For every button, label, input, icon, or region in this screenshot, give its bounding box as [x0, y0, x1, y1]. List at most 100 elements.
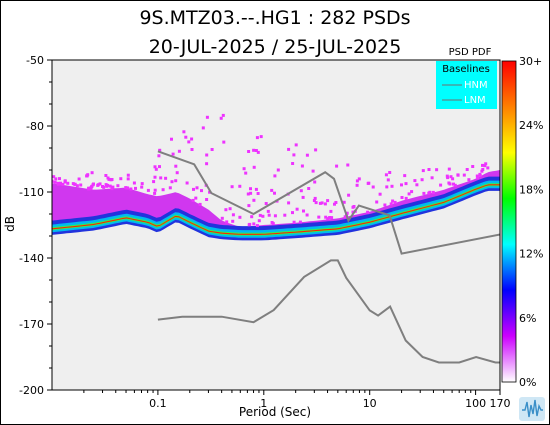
outlier-dot: [326, 217, 330, 221]
outlier-dot: [231, 213, 235, 217]
outlier-dot: [119, 177, 123, 181]
outlier-dot: [400, 196, 404, 199]
plot-frame: [51, 59, 501, 391]
outlier-dot: [247, 204, 251, 208]
outlier-dot: [317, 215, 321, 219]
x-tick-label: 100: [465, 397, 486, 410]
outlier-dot: [58, 182, 62, 186]
outlier-dot: [400, 183, 403, 187]
outlier-dot: [153, 175, 157, 179]
outlier-dot: [79, 183, 83, 187]
outlier-dot: [385, 185, 389, 189]
colorbar-label: 18%: [519, 183, 543, 196]
outlier-dot: [481, 163, 484, 167]
outlier-dot: [347, 193, 351, 197]
outlier-dot: [177, 149, 181, 153]
outlier-dot: [386, 178, 390, 182]
outlier-dot: [52, 179, 54, 183]
outlier-dot: [153, 188, 157, 192]
outlier-dot: [415, 183, 419, 187]
outlier-dot: [85, 174, 89, 178]
outlier-dot: [126, 177, 130, 181]
outlier-dot: [420, 178, 424, 182]
outlier-dot: [351, 210, 355, 214]
outlier-dot: [273, 191, 276, 195]
x-tick-label: 10: [363, 397, 377, 410]
outlier-dot: [342, 200, 346, 204]
outlier-dot: [478, 172, 482, 176]
outlier-dot: [110, 187, 114, 191]
outlier-dot: [252, 222, 256, 226]
outlier-dot: [191, 198, 195, 202]
outlier-dot: [195, 186, 199, 190]
outlier-dot: [371, 185, 375, 189]
outlier-dot: [255, 136, 259, 140]
colorbar-label: 0%: [519, 376, 536, 389]
outlier-dot: [198, 202, 202, 206]
outlier-dot: [355, 183, 359, 187]
outlier-dot: [171, 152, 175, 156]
outlier-dot: [480, 169, 484, 173]
outlier-dot: [467, 178, 471, 182]
colorbar-gradient: [501, 60, 517, 383]
outlier-dot: [388, 171, 392, 174]
outlier-dot: [299, 189, 303, 193]
outlier-dot: [158, 148, 162, 152]
outlier-dot: [330, 216, 334, 220]
outlier-dot: [258, 213, 262, 217]
outlier-dot: [252, 198, 256, 202]
outlier-dot: [225, 220, 229, 224]
outlier-dot: [210, 148, 214, 151]
y-tick-label: -170: [19, 318, 44, 331]
outlier-dot: [182, 130, 186, 134]
outlier-dot: [378, 192, 382, 196]
series-hnm-line: [157, 150, 500, 255]
colorbar-label: 12%: [519, 248, 543, 261]
outlier-dot: [75, 184, 79, 188]
outlier-dot: [164, 176, 168, 180]
outlier-dot: [170, 137, 173, 141]
outlier-dot: [390, 184, 394, 188]
outlier-dot: [430, 176, 434, 180]
outlier-dot: [152, 180, 156, 184]
outlier-dot: [73, 182, 77, 186]
outlier-dot: [383, 203, 387, 207]
outlier-dot: [311, 169, 315, 173]
plot-clip: [52, 113, 500, 364]
outlier-dot: [407, 192, 411, 196]
outlier-dot: [256, 150, 260, 154]
outlier-dot: [313, 196, 317, 200]
x-tick-label: 170: [490, 397, 511, 410]
outlier-dot: [335, 164, 339, 168]
outlier-dot: [257, 219, 261, 223]
outlier-dot: [435, 168, 439, 172]
outlier-dot: [190, 137, 194, 141]
outlier-dot: [465, 168, 469, 171]
outlier-dot: [287, 201, 291, 205]
outlier-dot: [413, 179, 417, 183]
outlier-dot: [90, 171, 94, 175]
outlier-dot: [153, 191, 157, 195]
outlier-dot: [249, 191, 253, 195]
x-tick-label: 0.1: [149, 397, 167, 410]
outlier-dot: [300, 164, 304, 168]
outlier-dot: [366, 210, 370, 214]
outlier-dot: [449, 175, 453, 179]
colorbar: PSD PDF 30+ 24% 18% 12% 6% 0%: [449, 47, 544, 389]
outlier-dot: [92, 182, 95, 186]
outlier-dot: [108, 184, 112, 188]
outlier-dot: [192, 187, 195, 191]
outlier-dot: [242, 167, 246, 171]
axes: -50 -80 -110 -140 -170 -200 0.1 1 10 100 170: [19, 54, 510, 410]
outlier-dot: [375, 200, 379, 204]
legend-title: Baselines: [442, 64, 490, 75]
outlier-dot: [159, 176, 163, 180]
outlier-dot: [109, 178, 113, 182]
outlier-dot: [168, 186, 172, 190]
outlier-dot: [175, 171, 179, 175]
outlier-dot: [231, 219, 235, 223]
x-axis-label: Period (Sec): [239, 405, 311, 419]
outlier-dot: [244, 171, 248, 175]
outlier-dot: [462, 173, 466, 177]
outlier-dot: [314, 148, 318, 152]
